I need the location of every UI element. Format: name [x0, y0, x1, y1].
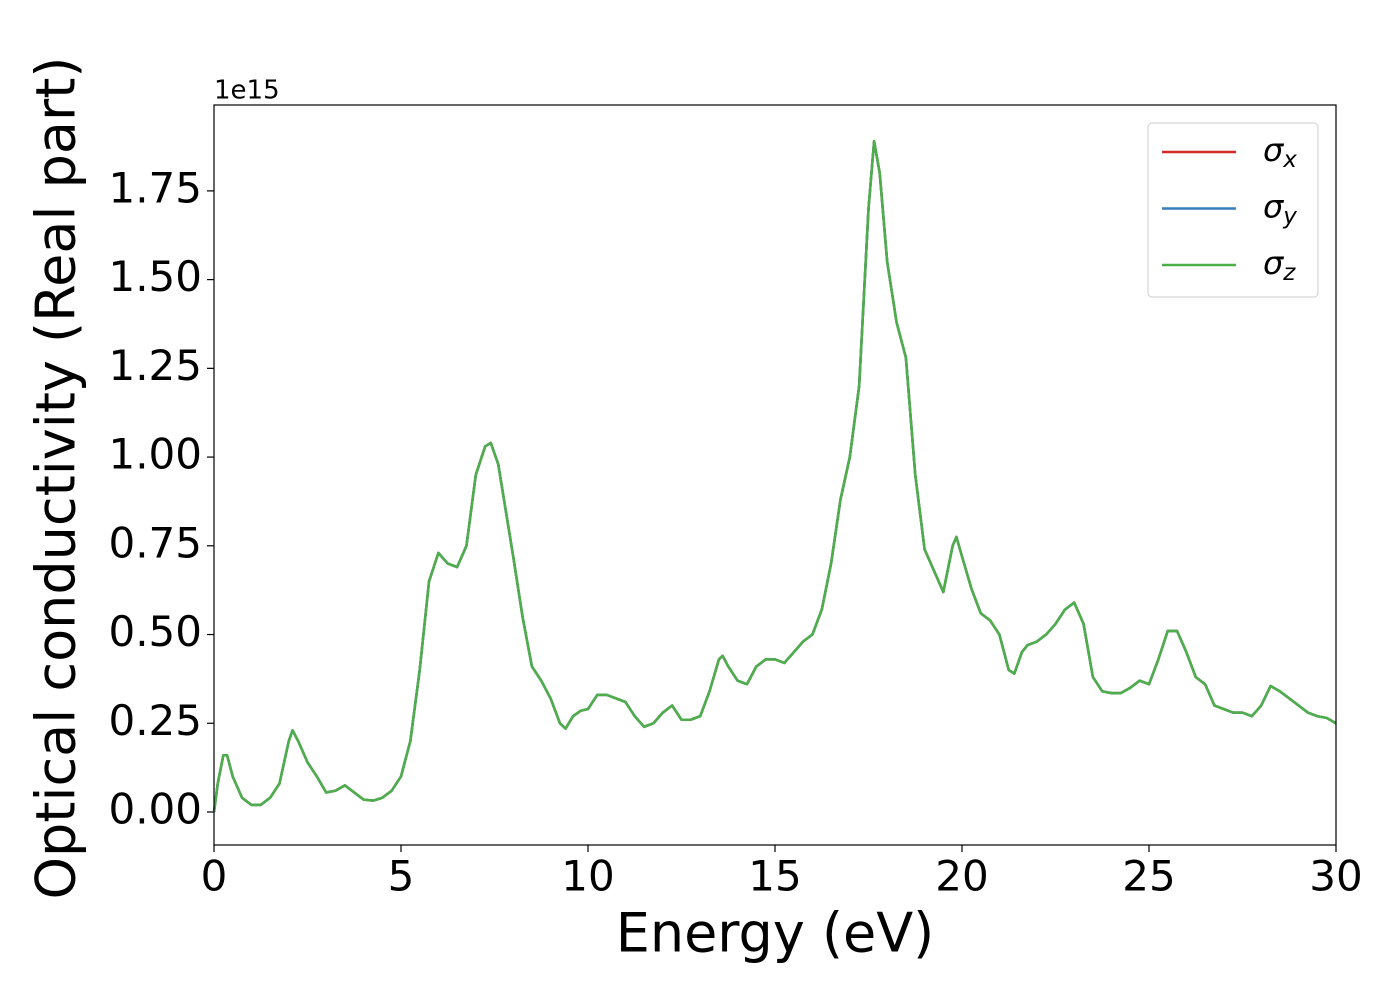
y-tick-label: 0.75	[108, 518, 202, 567]
legend: σx σy σz	[1147, 122, 1319, 298]
x-axis-label: Energy (eV)	[616, 902, 935, 965]
x-tick-label: 0	[201, 852, 228, 901]
series-line	[212, 139, 1337, 813]
x-tick-label: 5	[388, 852, 415, 901]
legend-label: σx	[1263, 131, 1297, 173]
legend-label: σy	[1263, 188, 1297, 230]
y-tick-label: 1.75	[108, 163, 202, 212]
y-tick-label: 0.25	[108, 696, 202, 745]
x-tick-label: 10	[561, 852, 614, 901]
y-axis-label: Optical conductivity (Real part)	[25, 57, 88, 900]
y-tick-label: 1.50	[108, 252, 202, 301]
x-tick-label: 25	[1122, 852, 1175, 901]
y-tick-label: 1.25	[108, 341, 202, 390]
x-tick-label: 20	[935, 852, 988, 901]
y-tick-label: 0.00	[108, 784, 202, 833]
x-tick-label: 30	[1309, 852, 1362, 901]
x-tick-label: 15	[748, 852, 801, 901]
y-tick-label: 1.00	[108, 430, 202, 479]
y-offset-label: 1e15	[214, 76, 280, 106]
legend-label: σz	[1263, 244, 1296, 286]
legend-box	[1147, 122, 1319, 298]
plot-frame	[213, 104, 1337, 846]
y-tick-label: 0.50	[108, 607, 202, 656]
